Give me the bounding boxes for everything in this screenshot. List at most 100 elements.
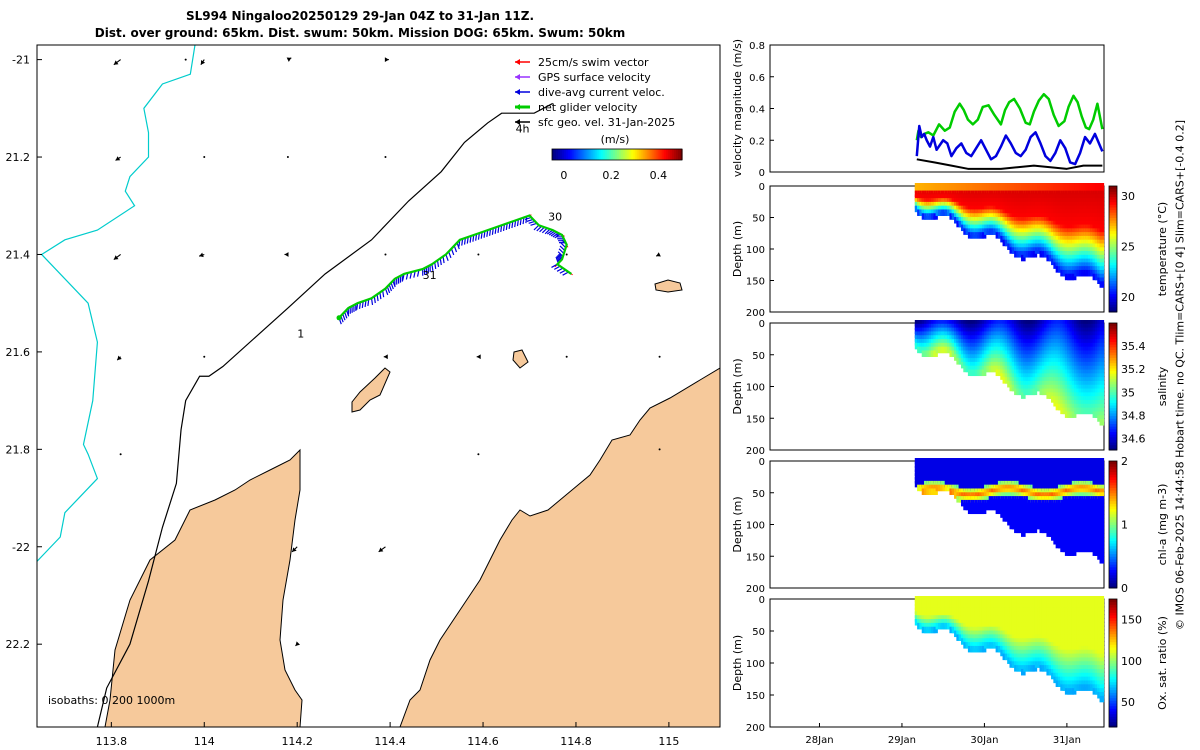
temperature-section-cell xyxy=(1057,266,1063,273)
colorbar-cell xyxy=(614,149,618,160)
salinity-section-cell xyxy=(1097,339,1102,346)
chla-section-cell xyxy=(1048,526,1054,534)
salinity-section-cell xyxy=(937,331,943,338)
salinity-section-cell xyxy=(940,339,945,346)
temperature-section-cell xyxy=(1011,190,1017,198)
salinity-section-cell xyxy=(977,320,982,327)
chla-section-cell xyxy=(981,492,987,499)
salinity-section-cell xyxy=(1069,369,1075,377)
chla-section-cell xyxy=(1062,480,1068,488)
salinity-section-cell xyxy=(1048,380,1054,388)
salinity-section-cell xyxy=(1048,392,1054,399)
chla-section-cell xyxy=(937,484,943,492)
salinity-section-cell xyxy=(933,320,938,327)
salinity-section-cell xyxy=(1000,335,1005,342)
temperature-section-cell xyxy=(1002,232,1008,239)
salinity-section-cell xyxy=(970,361,975,369)
temperature-section-cell xyxy=(979,209,985,216)
oxygen-section-cell xyxy=(990,615,996,622)
temperature-section-cell xyxy=(1032,232,1038,239)
chla-section-cell xyxy=(1027,473,1033,480)
temperature-section-cell xyxy=(965,194,971,201)
chla-section-cell xyxy=(1000,458,1005,465)
salinity-section-cell xyxy=(1060,380,1065,388)
salinity-section-cell xyxy=(1094,377,1100,384)
temperature-section-cell xyxy=(990,209,996,216)
temperature-section-cell xyxy=(926,209,931,216)
salinity-section-cell xyxy=(972,320,978,327)
salinity-section-cell xyxy=(1009,339,1015,346)
temperature-section-cell xyxy=(1041,243,1047,250)
section-colorbar-cell xyxy=(1109,373,1117,377)
chla-section-cell xyxy=(1074,477,1079,484)
chla-section-cell xyxy=(990,499,996,507)
section-colorbar-cell xyxy=(1109,498,1117,502)
salinity-section-cell xyxy=(995,327,1001,335)
salinity-section-cell xyxy=(1078,384,1084,392)
chla-section-cell xyxy=(1034,461,1040,469)
temperature-section-cell xyxy=(1069,235,1075,243)
salinity-section-cell xyxy=(1018,320,1024,327)
salinity-section-cell xyxy=(1060,400,1065,407)
temperature-section-cell xyxy=(1016,243,1021,250)
chla-section-cell xyxy=(1011,461,1017,469)
salinity-section-cell xyxy=(963,350,968,357)
chla-section-cell xyxy=(963,492,968,499)
salinity-section-cell xyxy=(1085,350,1091,357)
chla-section-cell xyxy=(1083,461,1088,469)
chla-section-cell xyxy=(919,480,925,488)
chla-section-cell xyxy=(1071,507,1077,515)
oxygen-section-cell xyxy=(972,603,978,611)
temperature-section-cell xyxy=(1025,198,1031,205)
salinity-section-cell xyxy=(1057,342,1063,350)
section-colorbar-cell xyxy=(1109,277,1117,281)
chla-section-cell xyxy=(995,461,1001,469)
chla-section-cell xyxy=(1062,522,1068,530)
salinity-section-cell xyxy=(1000,369,1005,377)
chla-section-cell xyxy=(1083,545,1088,553)
salinity-section-cell xyxy=(993,323,998,331)
oxygen-section-cell xyxy=(930,599,936,607)
temperature-section-cell xyxy=(937,194,943,201)
section-colorbar-cell xyxy=(1109,505,1117,510)
temperature-section-cell xyxy=(949,198,955,205)
temperature-section-cell xyxy=(1051,235,1056,243)
chla-section-cell xyxy=(1099,492,1105,499)
chla-section-cell xyxy=(1081,480,1086,488)
chla-section-cell xyxy=(1060,538,1065,545)
salinity-section-cell xyxy=(1067,335,1072,342)
chla-section-cell xyxy=(979,488,985,495)
chla-section-cell xyxy=(1025,515,1031,522)
chla-section-cell xyxy=(1062,541,1068,549)
chla-section-cell xyxy=(1004,488,1010,495)
colorbar-cell xyxy=(627,149,630,160)
temperature-section-cell xyxy=(1016,213,1021,220)
salinity-section-cell xyxy=(1007,358,1012,365)
chla-section-cell xyxy=(958,477,964,484)
salinity-section-cell xyxy=(1097,350,1102,357)
chla-section-cell xyxy=(1037,496,1042,503)
temperature-section-cell xyxy=(930,186,936,194)
oxygen-section-cell xyxy=(917,603,922,611)
chla-section-cell xyxy=(1007,473,1012,480)
chla-section-cell xyxy=(995,507,1001,515)
temperature-section-cell xyxy=(1099,213,1105,220)
salinity-section-cell xyxy=(995,358,1001,365)
salinity-section-cell xyxy=(1078,392,1084,399)
salinity-section-cell xyxy=(1062,323,1068,331)
chla-section-cell xyxy=(993,499,998,507)
chla-section-cell xyxy=(1027,526,1033,534)
chla-section-cell xyxy=(919,484,925,492)
temperature-section-cell xyxy=(1051,254,1056,262)
temperature-section-cell xyxy=(1018,220,1024,228)
temperature-section-cell xyxy=(1023,251,1028,258)
chla-section-cell xyxy=(965,488,971,495)
temperature-section-cell xyxy=(1041,205,1047,213)
chla-section-cell xyxy=(972,477,978,484)
salinity-section-cell xyxy=(956,358,961,365)
chla-section-cell xyxy=(1032,458,1038,465)
oxygen-section-cell xyxy=(928,599,934,607)
section-colorbar-cell xyxy=(1109,391,1117,395)
chla-section-cell xyxy=(1041,465,1047,473)
salinity-section-cell xyxy=(972,369,978,377)
